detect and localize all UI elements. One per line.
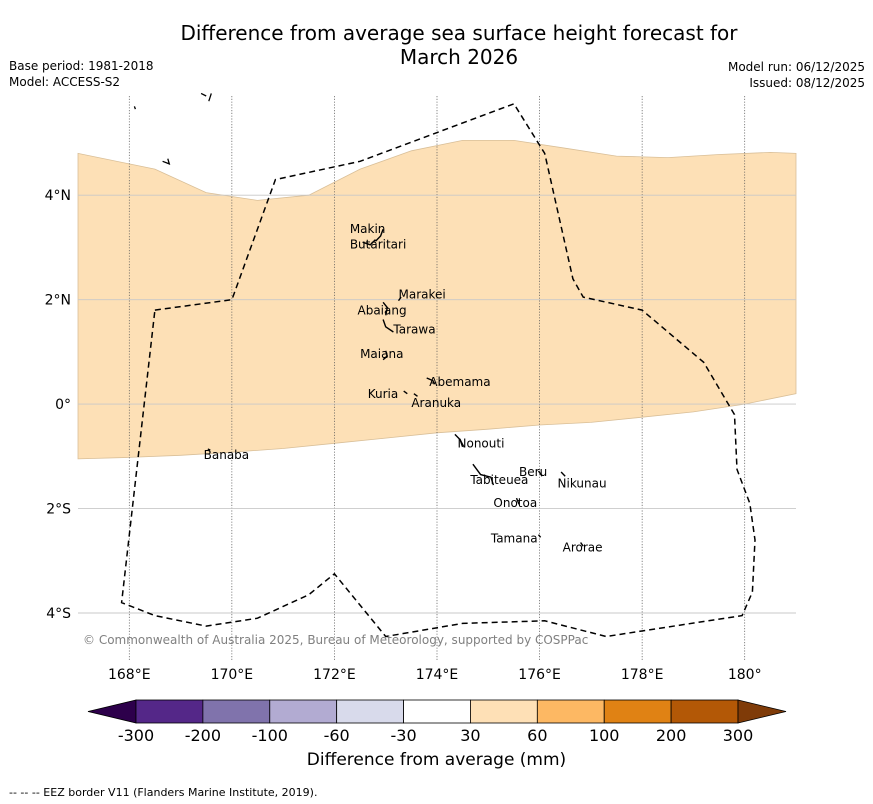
colorbar-min-arrow	[87, 699, 137, 724]
colorbar-max-arrow	[737, 699, 787, 724]
island-shape	[207, 448, 211, 451]
title-line-1: Difference from average sea surface heig…	[180, 21, 738, 45]
island-label: Maiana	[360, 347, 403, 361]
island-shape	[537, 534, 542, 538]
copyright-notice: © Commonwealth of Australia 2025, Bureau…	[83, 633, 588, 647]
base-period: Base period: 1981-2018	[9, 59, 154, 73]
coastline-fragments	[133, 92, 212, 165]
island-label: Abaiang	[358, 303, 407, 317]
colorbar-tick-label: 200	[656, 726, 687, 745]
colorbar-tick-label: 100	[589, 726, 620, 745]
colorbar-bin	[670, 699, 739, 724]
island-shape	[382, 350, 389, 361]
island-shape	[580, 542, 584, 547]
island-label: Onotoa	[493, 496, 537, 510]
island-shape	[382, 319, 394, 333]
island-shape	[560, 471, 566, 477]
meta-right: Model run: 06/12/2025 Issued: 08/12/2025	[728, 59, 865, 91]
island-shape	[375, 228, 384, 242]
island-shape	[454, 433, 464, 448]
colorbar-label: Difference from average (mm)	[306, 750, 567, 770]
island-label: Tarawa	[392, 323, 435, 337]
island-label: Nonouti	[458, 436, 505, 450]
meta-left: Base period: 1981-2018 Model: ACCESS-S2	[9, 58, 154, 90]
footer-note: -- -- -- EEZ border V11 (Flanders Marine…	[9, 786, 318, 799]
lon-tick-label: 174°E	[416, 667, 459, 683]
colorbar-tick-label: -60	[324, 726, 350, 745]
island-label: Arorae	[563, 540, 603, 554]
island-shape	[397, 296, 402, 302]
colorbar-tick-label: -100	[252, 726, 288, 745]
model-name: Model: ACCESS-S2	[9, 75, 121, 89]
colorbar-bin	[269, 699, 338, 724]
island-label: Aranuka	[411, 396, 461, 410]
lat-tick-label: 2°S	[46, 502, 71, 518]
colorbar-tick-label: -200	[185, 726, 221, 745]
eez-border-layer	[120, 102, 756, 638]
colorbar-bin	[470, 699, 538, 724]
island-label: Beru	[519, 465, 547, 479]
island-label: Kuria	[368, 387, 399, 401]
coastline-fragment	[200, 92, 207, 97]
island-shape	[403, 390, 408, 395]
gridlines	[78, 96, 796, 660]
colorbar-bin	[336, 699, 404, 724]
island-shape	[382, 301, 389, 316]
colorbar-tick-label: -30	[390, 726, 416, 745]
lon-tick-label: 176°E	[518, 667, 561, 683]
island-label: Abemama	[429, 375, 490, 389]
title-line-2: March 2026	[399, 45, 519, 69]
colorbar-tick-label: 300	[723, 726, 754, 745]
colorbar: -300 -200 -100 -60 -30 30 60 100 200 300	[87, 699, 787, 745]
lat-tick-label: 2°N	[45, 293, 71, 309]
lon-tick-label: 170°E	[211, 667, 254, 683]
lat-tick-label: 0°	[55, 397, 71, 413]
lon-tick-label: 180°	[728, 667, 762, 683]
island-label: Butaritari	[350, 237, 407, 251]
map-title: Difference from average sea surface heig…	[0, 21, 873, 69]
lon-tick-label: 178°E	[621, 667, 664, 683]
island-label: Makin	[350, 222, 386, 236]
island-shape	[537, 470, 543, 477]
colorbar-bin	[603, 699, 672, 724]
island-shape	[362, 239, 376, 246]
issued-date: Issued: 08/12/2025	[749, 76, 865, 90]
colorbar-bin	[135, 699, 204, 724]
colorbar-tick-label: 30	[460, 726, 480, 745]
island-label: Banaba	[204, 448, 250, 462]
colorbar-tick-label: -300	[118, 726, 154, 745]
island-shape	[472, 463, 495, 486]
lon-tick-label: 168°E	[108, 667, 151, 683]
lon-tick-label: 172°E	[313, 667, 356, 683]
colorbar-tick-label: 60	[527, 726, 547, 745]
island-label: Nikunau	[558, 477, 607, 491]
colorbar-bin	[202, 699, 271, 724]
island-shape	[426, 377, 436, 385]
lat-tick-label: 4°S	[46, 606, 71, 622]
coastline-fragment	[133, 106, 137, 110]
colorbar-bin	[536, 699, 605, 724]
island-label: Tabiteuea	[469, 473, 528, 487]
eez-border	[120, 102, 756, 638]
coastline-fragment	[208, 93, 212, 102]
island-shape	[515, 497, 520, 505]
island-shape	[413, 393, 418, 397]
axis-tick-labels: 168°E 170°E 172°E 174°E 176°E 178°E 180° 4°N 2°N…	[45, 188, 762, 683]
island-label: Tamana	[490, 532, 538, 546]
coastline-fragment	[162, 158, 171, 165]
model-run: Model run: 06/12/2025	[727, 60, 865, 74]
island-label: Marakei	[399, 288, 446, 302]
lat-tick-label: 4°N	[45, 188, 71, 204]
colorbar-bin	[403, 699, 471, 724]
